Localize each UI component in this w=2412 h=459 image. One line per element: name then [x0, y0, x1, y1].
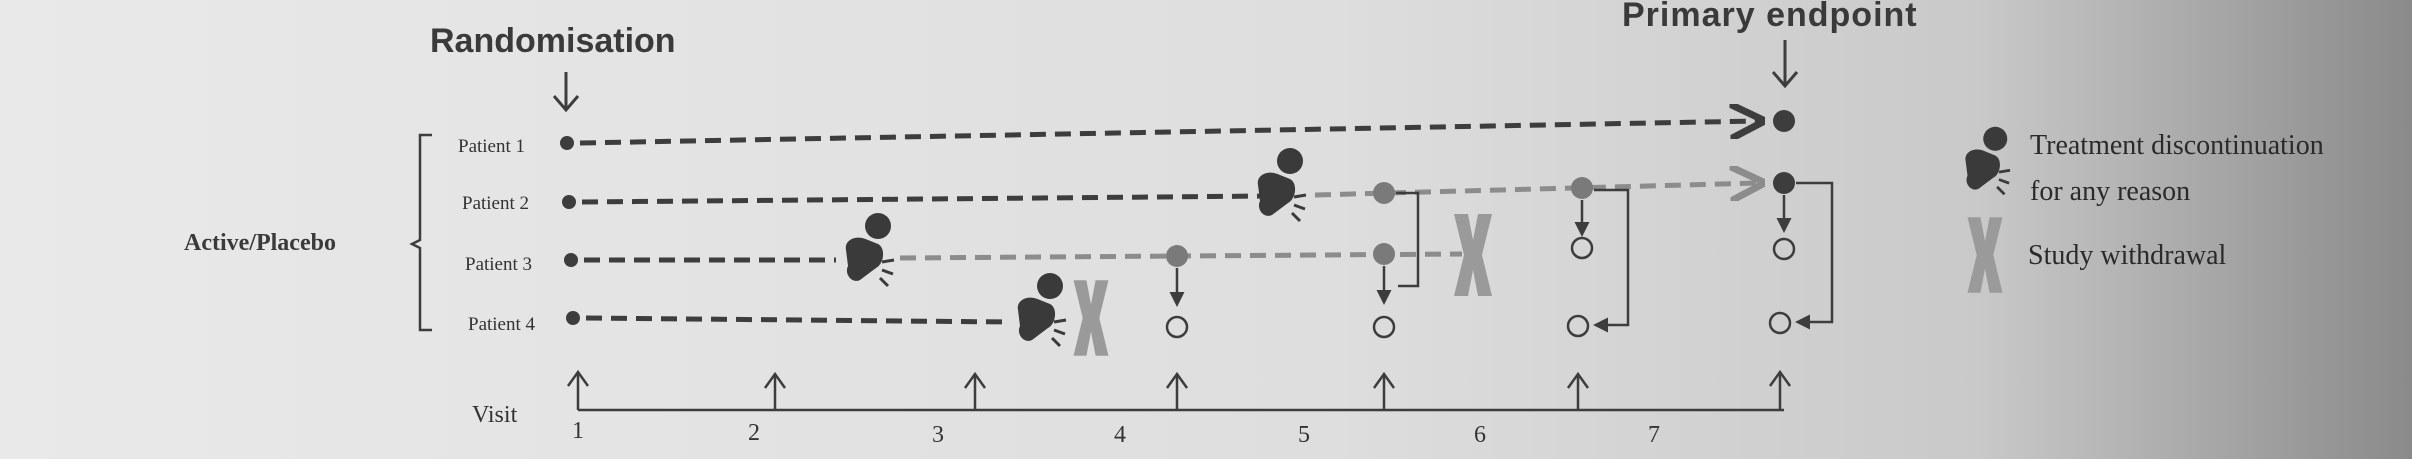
patient-2-track: [562, 146, 1795, 223]
group-label: Active/Placebo: [184, 230, 336, 256]
discontinuation-icon: [1256, 146, 1308, 223]
visit-number-3: 3: [932, 422, 944, 448]
legend-discontinuation-icon: [1964, 125, 2012, 196]
group-bracket: [409, 133, 432, 332]
visit-number-4: 4: [1114, 422, 1126, 448]
primary-endpoint-header: Primary endpoint: [1622, 0, 1918, 34]
patient-label-3: Patient 3: [465, 254, 532, 275]
visit-number-6: 6: [1474, 422, 1486, 448]
legend-discontinuation-line2: for any reason: [2030, 176, 2190, 207]
follow-up-markers: [1165, 181, 1834, 339]
discontinuation-icon: [1016, 271, 1068, 348]
visit-number-2: 2: [748, 420, 760, 446]
patient-4-track: [566, 271, 1109, 356]
randomisation-header: Randomisation: [430, 22, 676, 60]
legend-discontinuation-line1: Treatment discontinuation: [2030, 130, 2324, 161]
discontinuation-icon: [844, 211, 896, 288]
visit-number-7: 7: [1648, 422, 1660, 448]
legend-withdrawal-icon: [1967, 217, 2003, 293]
patient-label-4: Patient 4: [468, 314, 536, 335]
primary-endpoint-arrow: [1771, 40, 1799, 89]
patient-label-2: Patient 2: [462, 193, 529, 214]
legend: Treatment discontinuation for any reason…: [1964, 125, 2324, 293]
patient-1-track: [560, 110, 1795, 150]
randomisation-arrow: [552, 72, 580, 113]
visit-number-1: 1: [572, 418, 584, 444]
visit-number-5: 5: [1298, 422, 1310, 448]
legend-withdrawal-label: Study withdrawal: [2028, 240, 2227, 271]
visit-label: Visit: [472, 402, 518, 428]
patient-label-1: Patient 1: [458, 136, 525, 157]
withdrawal-x-icon: [1073, 280, 1109, 356]
visit-axis: [566, 369, 1792, 412]
patient-3-track: [564, 211, 1492, 296]
